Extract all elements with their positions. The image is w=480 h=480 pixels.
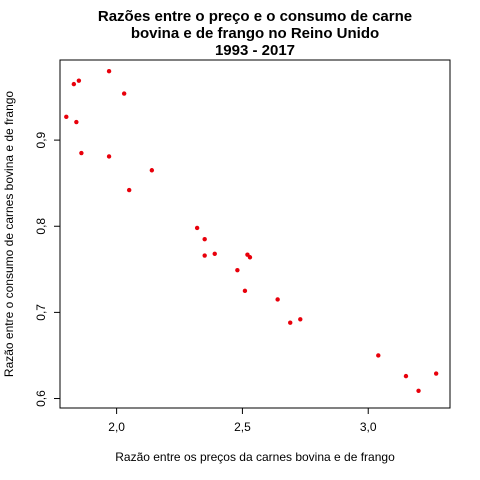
data-point	[403, 373, 409, 379]
data-point	[202, 253, 207, 258]
data-point	[149, 168, 155, 173]
data-point	[194, 225, 200, 231]
title-line-3: 1993 - 2017	[215, 42, 295, 59]
y-axis: 0,6 0,7 0,8 0,9	[34, 131, 61, 407]
data-point	[212, 251, 217, 257]
title-line-1: Razões entre o preço e o consumo de carn…	[98, 8, 412, 25]
data-points	[64, 68, 439, 393]
x-axis: 2,0 2,5 3,0	[108, 407, 377, 434]
data-point	[121, 91, 127, 96]
x-tick-label: 3,0	[360, 420, 377, 434]
data-point	[106, 154, 112, 159]
data-point	[416, 388, 421, 393]
data-point	[64, 114, 69, 120]
data-point	[242, 288, 248, 294]
data-point	[235, 267, 240, 273]
data-point	[76, 78, 82, 83]
y-tick-label: 0,7	[34, 304, 48, 321]
x-tick-label: 2,5	[234, 420, 251, 434]
data-point	[106, 68, 112, 74]
data-point	[126, 187, 132, 193]
data-point	[298, 317, 303, 322]
data-point	[74, 119, 79, 125]
data-point	[288, 320, 293, 325]
chart-title: Razões entre o preço e o consumo de carn…	[98, 8, 412, 59]
data-point	[202, 236, 207, 242]
y-tick-label: 0,6	[34, 390, 48, 407]
y-axis-label: Razão entre o consumo de carnes bovina e…	[2, 91, 16, 378]
data-point	[71, 81, 77, 87]
data-point	[433, 371, 439, 376]
y-tick-label: 0,9	[34, 131, 48, 148]
data-point	[247, 255, 253, 260]
x-axis-label: Razão entre os preços da carnes bovina e…	[115, 450, 395, 464]
title-line-2: bovina e de frango no Reino Unido	[131, 25, 379, 42]
x-tick-label: 2,0	[108, 420, 125, 434]
plot-frame	[59, 59, 451, 409]
data-point	[376, 353, 381, 358]
data-point	[275, 297, 280, 302]
y-tick-label: 0,8	[34, 218, 48, 235]
data-point	[79, 150, 84, 156]
